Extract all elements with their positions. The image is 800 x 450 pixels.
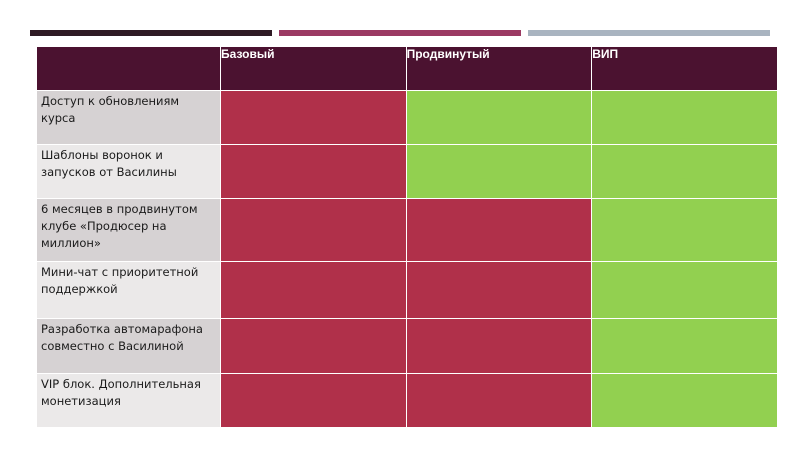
feature-cell: [405, 89, 593, 146]
feature-cell: [405, 260, 593, 319]
feature-cell: [220, 89, 407, 146]
feature-cell: [591, 198, 778, 262]
feature-label: Разработка автомарафона совместно с Васи…: [36, 317, 221, 374]
decorative-bar-3: [528, 30, 770, 36]
table-row: Доступ к обновлениям курса: [36, 89, 778, 146]
feature-cell: [220, 317, 407, 374]
plan-comparison-table: Базовый Продвинутый ВИП Доступ к обновле…: [36, 46, 778, 429]
table-row: Шаблоны воронок и запусков от Василины: [36, 144, 778, 200]
table-row: Мини-чат с приоритетной поддержкой: [36, 260, 778, 319]
table-row: Разработка автомарафона совместно с Васи…: [36, 317, 778, 374]
feature-cell: [220, 372, 407, 429]
table-row: 6 месяцев в продвинутом клубе «Продюсер …: [36, 198, 778, 262]
feature-cell: [220, 260, 407, 319]
header-plan-vip: ВИП: [591, 46, 778, 91]
feature-label: Мини-чат с приоритетной поддержкой: [36, 260, 221, 319]
feature-cell: [591, 317, 778, 374]
feature-cell: [405, 317, 593, 374]
feature-cell: [591, 260, 778, 319]
decorative-bar-2: [279, 30, 521, 36]
table-row: VIP блок. Дополнительная монетизация: [36, 372, 778, 429]
feature-cell: [220, 198, 407, 262]
feature-cell: [405, 198, 593, 262]
feature-cell: [591, 144, 778, 200]
feature-label: Доступ к обновлениям курса: [36, 89, 221, 146]
feature-label: 6 месяцев в продвинутом клубе «Продюсер …: [36, 198, 221, 262]
decorative-bar-1: [30, 30, 272, 36]
feature-label: Шаблоны воронок и запусков от Василины: [36, 144, 221, 200]
feature-cell: [405, 372, 593, 429]
feature-label: VIP блок. Дополнительная монетизация: [36, 372, 221, 429]
feature-cell: [220, 144, 407, 200]
header-corner-cell: [36, 46, 221, 91]
feature-cell: [591, 372, 778, 429]
header-plan-basic: Базовый: [220, 46, 407, 91]
feature-cell: [591, 89, 778, 146]
header-row: Базовый Продвинутый ВИП: [36, 46, 778, 91]
feature-cell: [405, 144, 593, 200]
header-plan-advanced: Продвинутый: [405, 46, 593, 91]
